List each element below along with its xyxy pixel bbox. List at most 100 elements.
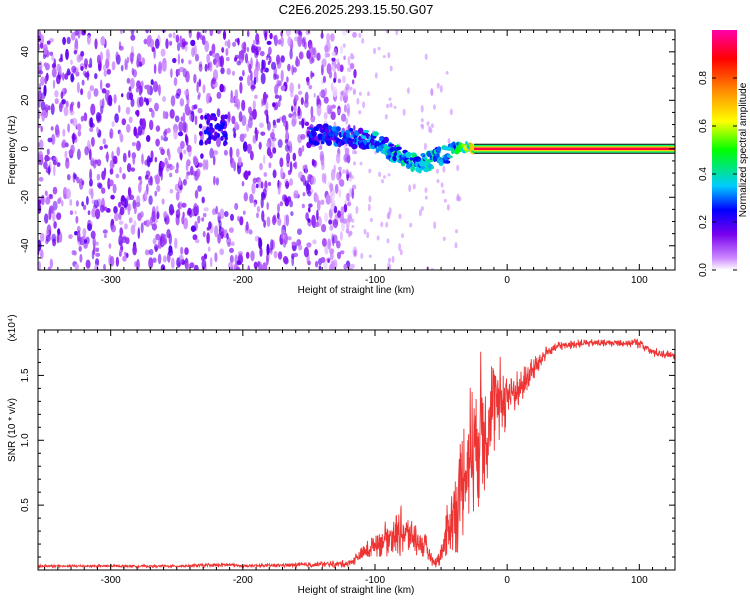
noise-speckle (300, 97, 304, 106)
noise-speckle (70, 144, 75, 155)
noise-speckle (237, 156, 242, 167)
noise-speckle (320, 257, 326, 263)
noise-speckle (418, 209, 422, 217)
noise-speckle (40, 194, 45, 206)
colorbar-label: Normalized spectral amplitude (738, 82, 749, 217)
noise-speckle (237, 37, 240, 46)
noise-speckle (333, 77, 337, 83)
noise-speckle (436, 168, 439, 174)
noise-speckle (342, 169, 346, 174)
noise-speckle (342, 218, 347, 224)
noise-speckle (322, 75, 326, 84)
signal-blob (362, 129, 370, 133)
noise-speckle (342, 43, 346, 48)
noise-speckle (330, 111, 336, 120)
noise-speckle (113, 94, 117, 104)
noise-speckle (52, 186, 58, 195)
noise-speckle (263, 172, 268, 177)
noise-speckle (175, 34, 180, 43)
noise-speckle (85, 259, 91, 269)
noise-speckle (61, 200, 64, 207)
noise-speckle (424, 53, 428, 60)
noise-speckle (137, 142, 141, 149)
noise-speckle (289, 82, 295, 93)
noise-speckle (204, 30, 207, 34)
noise-speckle (220, 67, 225, 75)
noise-speckle (163, 136, 169, 142)
noise-speckle (212, 52, 216, 58)
noise-speckle (320, 199, 325, 205)
noise-speckle (250, 250, 255, 262)
noise-speckle (352, 79, 355, 85)
signal-blob (223, 141, 227, 147)
noise-speckle (260, 196, 264, 209)
noise-speckle (87, 223, 93, 232)
noise-speckle (78, 245, 82, 252)
noise-speckle (230, 213, 234, 221)
noise-speckle (387, 211, 391, 220)
noise-speckle (389, 102, 393, 108)
noise-speckle (96, 159, 102, 167)
noise-speckle (442, 236, 446, 241)
noise-speckle (408, 184, 412, 193)
noise-speckle (277, 99, 281, 108)
noise-speckle (276, 79, 280, 90)
noise-speckle (69, 199, 73, 206)
noise-speckle (109, 255, 115, 267)
noise-speckle (64, 150, 68, 159)
noise-speckle (276, 212, 280, 220)
noise-speckle (282, 255, 289, 264)
noise-speckle (72, 132, 75, 145)
noise-speckle (190, 225, 196, 232)
noise-speckle (64, 142, 69, 148)
noise-speckle (176, 162, 179, 170)
noise-speckle (53, 58, 56, 69)
noise-speckle (316, 209, 319, 221)
noise-speckle (331, 104, 336, 109)
noise-speckle (265, 101, 269, 112)
noise-speckle (276, 58, 282, 69)
noise-speckle (221, 47, 225, 53)
noise-speckle (398, 243, 402, 251)
noise-speckle (304, 121, 310, 127)
noise-speckle (59, 196, 62, 202)
noise-speckle (347, 231, 351, 238)
noise-speckle (347, 201, 352, 207)
signal-blob (349, 127, 354, 132)
spectrogram-frame (37, 29, 676, 271)
noise-speckle (328, 219, 333, 225)
noise-speckle (285, 214, 290, 227)
noise-speckle (96, 173, 101, 181)
noise-speckle (224, 211, 229, 217)
noise-speckle (197, 215, 201, 224)
noise-speckle (47, 165, 51, 176)
noise-speckle (100, 105, 104, 114)
noise-speckle (194, 189, 199, 199)
noise-speckle (303, 246, 309, 258)
noise-speckle (51, 210, 56, 222)
noise-speckle (103, 233, 107, 239)
noise-speckle (440, 182, 444, 188)
noise-speckle (287, 140, 292, 147)
noise-speckle (134, 261, 138, 268)
noise-speckle (256, 212, 259, 219)
noise-speckle (84, 146, 89, 156)
noise-speckle (344, 147, 350, 156)
noise-speckle (178, 254, 184, 264)
noise-speckle (173, 128, 178, 140)
noise-speckle (52, 79, 56, 89)
noise-speckle (336, 58, 340, 63)
noise-speckle (334, 64, 338, 69)
noise-speckle (320, 154, 325, 166)
noise-speckle (420, 118, 424, 123)
x-tick-label: 0 (504, 275, 510, 286)
noise-speckle (439, 85, 443, 93)
noise-speckle (152, 257, 157, 263)
noise-speckle (194, 115, 198, 126)
noise-speckle (273, 251, 278, 259)
noise-speckle (242, 69, 245, 77)
noise-speckle (445, 71, 449, 75)
noise-speckle (231, 261, 234, 269)
snr-panel: -300 -200 -100 0 100 0.5 1.0 1.5 Height of stra… (7, 314, 676, 596)
noise-speckle (178, 201, 181, 211)
